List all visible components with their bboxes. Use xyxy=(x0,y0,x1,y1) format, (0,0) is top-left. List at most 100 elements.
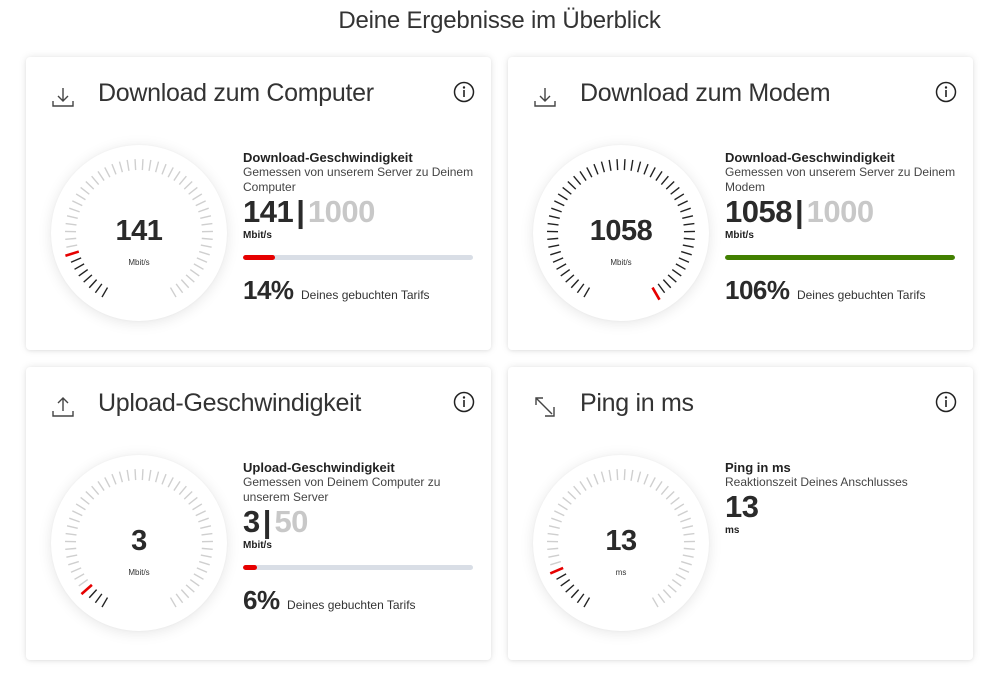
gauge-tick xyxy=(97,171,105,181)
gauge-tick xyxy=(167,167,174,178)
gauge-tick xyxy=(201,547,213,551)
gauge-tick xyxy=(579,171,587,181)
gauge-tick xyxy=(66,244,78,248)
separator: | xyxy=(262,504,272,539)
gauge-tick xyxy=(680,207,691,213)
download-icon xyxy=(534,88,556,107)
gauge-tick xyxy=(554,510,565,517)
gauge-tick xyxy=(557,503,568,511)
booked-value: 1000 xyxy=(307,194,375,229)
gauge-tick xyxy=(66,554,78,558)
gauge-value: 1058 xyxy=(589,215,653,247)
gauge-tick xyxy=(683,532,695,536)
gauge-tick xyxy=(183,181,193,190)
gauge-unit: Mbit/s xyxy=(128,258,150,267)
gauge-tick xyxy=(111,163,117,175)
card-header: Ping in ms xyxy=(508,367,973,437)
gauge-unit: ms xyxy=(615,568,627,577)
speed-gauge: 3 Mbit/s xyxy=(51,455,227,631)
gauge-tick xyxy=(200,215,212,220)
gauge-tick xyxy=(643,163,649,175)
tariff-progress-fill xyxy=(725,255,955,260)
tariff-progress-bar xyxy=(243,565,473,570)
result-info: Download-Geschwindigkeit Gemessen von un… xyxy=(725,150,957,309)
gauge-tick xyxy=(188,186,198,195)
gauge-tick xyxy=(101,287,109,298)
gauge-ticks xyxy=(65,159,213,298)
gauge-tick xyxy=(66,215,78,220)
gauge-tick xyxy=(198,517,209,523)
gauge-tick xyxy=(65,532,77,536)
gauge-tick xyxy=(548,525,560,530)
gauge-tick xyxy=(586,167,593,178)
gauge-tick xyxy=(662,589,672,599)
ping-readout: 13 xyxy=(725,491,957,524)
booked-value: 50 xyxy=(274,504,308,539)
gauge-tick xyxy=(167,477,174,488)
gauge-tick xyxy=(85,491,95,500)
gauge-ticks xyxy=(547,469,695,608)
tariff-percent-label: Deines gebuchten Tarifs xyxy=(301,288,430,302)
card-header: Upload-Geschwindigkeit xyxy=(26,367,491,437)
info-icon[interactable] xyxy=(453,391,475,413)
gauge-tick xyxy=(657,593,666,604)
gauge-tick xyxy=(662,279,672,289)
gauge-tick xyxy=(200,554,212,558)
gauge-tick xyxy=(148,159,152,171)
gauge-tick xyxy=(655,171,663,181)
result-info: Download-Geschwindigkeit Gemessen von un… xyxy=(243,150,475,309)
gauge-tick xyxy=(636,161,642,173)
info-icon[interactable] xyxy=(935,391,957,413)
speed-unit: Mbit/s xyxy=(725,230,754,241)
info-icon[interactable] xyxy=(453,81,475,103)
gauge-tick xyxy=(674,193,685,201)
gauge-tick xyxy=(657,283,666,294)
gauge-tick xyxy=(91,175,100,186)
gauge-tick xyxy=(593,163,599,175)
gauge-tick xyxy=(593,473,599,485)
gauge-tick xyxy=(623,159,626,171)
gauge-tick xyxy=(586,477,593,488)
speed-readout: 3|50 xyxy=(243,506,475,539)
measured-value: 3 xyxy=(243,504,260,539)
gauge-tick xyxy=(198,560,210,566)
gauge-tick xyxy=(682,554,694,558)
ping-unit: ms xyxy=(725,525,740,536)
gauge-ticks xyxy=(547,159,695,301)
gauge-tick xyxy=(671,579,682,587)
gauge-tick xyxy=(667,274,677,283)
gauge-tick xyxy=(616,159,619,171)
gauge-tick xyxy=(192,503,203,511)
info-description: Gemessen von unserem Server zu Deinem Co… xyxy=(243,165,474,194)
gauge-tick xyxy=(551,517,562,523)
page-title: Deine Ergebnisse im Überblick xyxy=(338,7,661,34)
gauge-tick xyxy=(548,244,560,248)
gauge-tick xyxy=(178,485,187,496)
gauge-tick xyxy=(547,532,559,536)
result-info: Ping in ms Reaktionszeit Deines Anschlus… xyxy=(725,460,957,537)
gauge-tick xyxy=(196,257,208,263)
gauge-tick xyxy=(83,274,93,283)
gauge-tick xyxy=(173,171,181,181)
gauge-tick xyxy=(649,167,656,178)
gauge-tick xyxy=(72,200,83,207)
tariff-progress-bar xyxy=(243,255,473,260)
gauge-ticks xyxy=(65,469,213,608)
gauge-tick xyxy=(548,215,560,220)
gauge-tick xyxy=(682,525,694,530)
gauge-tick xyxy=(554,200,565,207)
gauge-tick xyxy=(557,193,568,201)
gauge-tick xyxy=(551,207,562,213)
gauge-tick xyxy=(682,215,694,220)
gauge-tick xyxy=(175,593,184,604)
gauge-tick xyxy=(80,186,90,195)
gauge-tick xyxy=(154,161,160,173)
gauge-tick xyxy=(195,510,206,517)
gauge-tick xyxy=(565,274,575,283)
card-download-modem: Download zum Modem 1058 Mbit/s Download-… xyxy=(508,57,973,350)
gauge-tick xyxy=(677,510,688,517)
gauge-tick xyxy=(97,481,105,491)
info-icon[interactable] xyxy=(935,81,957,103)
gauge-tick xyxy=(198,250,210,256)
gauge-tick xyxy=(675,573,686,580)
